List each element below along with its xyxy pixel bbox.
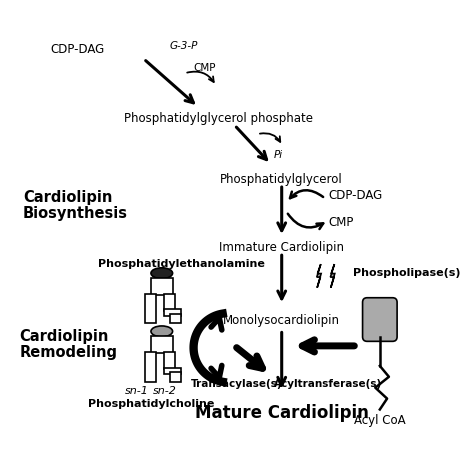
Text: Biosynthesis: Biosynthesis <box>23 206 128 221</box>
Text: G-3-P: G-3-P <box>169 41 197 51</box>
Text: CDP-DAG: CDP-DAG <box>328 189 383 202</box>
Text: Remodeling: Remodeling <box>19 345 117 360</box>
Text: Phosphatidylglycerol phosphate: Phosphatidylglycerol phosphate <box>124 112 313 125</box>
Text: Transacylase(s): Transacylase(s) <box>191 379 283 389</box>
Bar <box>151 278 173 295</box>
Bar <box>164 309 181 316</box>
Text: Phosphatidylglycerol: Phosphatidylglycerol <box>220 173 343 186</box>
Bar <box>151 336 173 353</box>
Bar <box>145 352 155 382</box>
Text: sn-1: sn-1 <box>125 387 149 396</box>
Bar <box>145 294 155 323</box>
Ellipse shape <box>151 326 173 337</box>
Bar <box>170 314 181 323</box>
Text: Cardiolipin: Cardiolipin <box>19 329 109 344</box>
Text: Monolysocardiolipin: Monolysocardiolipin <box>223 314 340 327</box>
Text: Cardiolipin: Cardiolipin <box>23 190 112 205</box>
FancyBboxPatch shape <box>363 298 397 341</box>
Text: CMP: CMP <box>328 216 354 229</box>
Polygon shape <box>330 264 335 288</box>
Text: sn-2: sn-2 <box>153 387 176 396</box>
Text: Acyl CoA: Acyl CoA <box>354 414 406 427</box>
Bar <box>164 368 181 374</box>
Bar <box>164 352 175 369</box>
Bar <box>164 294 175 311</box>
Text: Mature Cardiolipin: Mature Cardiolipin <box>195 404 369 422</box>
Text: CDP-DAG: CDP-DAG <box>50 43 104 56</box>
Bar <box>170 372 181 382</box>
Text: Phosphatidylethanolamine: Phosphatidylethanolamine <box>98 259 265 269</box>
Polygon shape <box>317 264 321 288</box>
Ellipse shape <box>151 268 173 279</box>
Text: CMP: CMP <box>193 63 216 73</box>
Text: Immature Cardiolipin: Immature Cardiolipin <box>219 241 344 254</box>
Text: Phospholipase(s): Phospholipase(s) <box>353 268 460 278</box>
Text: Acyltransferase(s): Acyltransferase(s) <box>274 379 382 389</box>
Text: Phosphatidylcholine: Phosphatidylcholine <box>88 399 214 409</box>
Text: Pi: Pi <box>273 150 283 160</box>
